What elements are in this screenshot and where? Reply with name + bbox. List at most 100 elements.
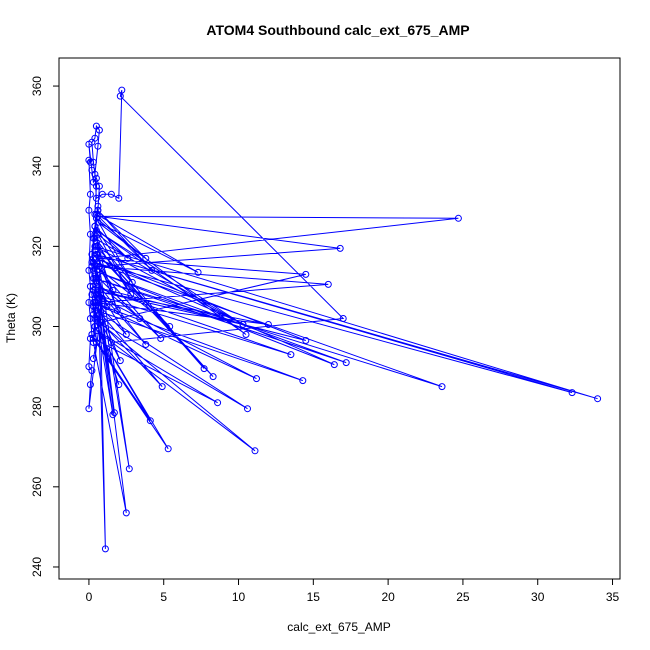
data-point	[239, 321, 247, 328]
data-point	[164, 445, 172, 453]
x-tick-label: 10	[232, 590, 246, 604]
x-tick-label: 30	[531, 590, 545, 604]
data-point	[85, 363, 93, 371]
data-point	[94, 142, 102, 150]
series-layer	[85, 86, 602, 553]
data-point	[115, 381, 123, 389]
data-point	[116, 92, 124, 100]
data-point	[85, 156, 93, 164]
data-point	[91, 246, 99, 254]
data-point	[214, 399, 222, 407]
y-tick-label: 300	[30, 316, 44, 336]
data-point	[339, 315, 347, 322]
data-point	[92, 339, 100, 346]
data-point	[89, 274, 97, 282]
x-tick-label: 35	[606, 590, 620, 604]
data-point	[98, 190, 106, 198]
y-axis: 240 260 280 300 320 340 360	[30, 76, 60, 577]
data-point	[92, 242, 100, 250]
x-tick-label: 5	[160, 590, 167, 604]
y-tick-label: 360	[30, 76, 44, 96]
data-point	[107, 339, 115, 346]
data-point	[92, 254, 100, 262]
data-point	[336, 244, 344, 252]
data-point	[86, 158, 94, 166]
data-point	[209, 373, 217, 381]
data-point	[454, 214, 462, 222]
data-point	[142, 254, 150, 262]
data-point	[109, 411, 117, 419]
data-point	[88, 331, 96, 338]
y-tick-label: 320	[30, 236, 44, 256]
chart-title: ATOM4 Southbound calc_ext_675_AMP	[206, 22, 469, 38]
data-point	[115, 194, 123, 202]
data-point	[88, 258, 96, 266]
data-point	[88, 166, 96, 174]
data-point	[158, 383, 166, 391]
data-point	[92, 291, 100, 298]
y-tick-label: 340	[30, 156, 44, 176]
data-point	[142, 341, 150, 348]
data-point	[85, 140, 93, 148]
data-point	[136, 315, 144, 322]
data-point	[85, 405, 93, 413]
data-point	[92, 174, 100, 182]
data-point	[89, 299, 97, 306]
data-point	[264, 321, 272, 328]
x-tick-label: 0	[86, 590, 93, 604]
data-point	[125, 465, 133, 473]
data-point	[94, 286, 102, 294]
y-tick-label: 240	[30, 557, 44, 577]
data-point	[244, 405, 251, 413]
data-point	[92, 226, 100, 234]
x-tick-label: 20	[381, 590, 395, 604]
data-point	[92, 194, 100, 202]
x-tick-label: 15	[307, 590, 321, 604]
data-point	[91, 315, 99, 322]
data-point	[89, 254, 97, 262]
data-point	[94, 202, 102, 210]
data-point	[91, 307, 99, 314]
data-point	[302, 270, 310, 278]
data-point	[91, 134, 99, 142]
data-point	[194, 268, 202, 276]
data-point	[94, 230, 102, 238]
data-point	[86, 315, 94, 322]
data-point	[86, 335, 94, 342]
data-point	[97, 319, 105, 326]
data-point	[324, 280, 332, 288]
y-axis-label: Theta (K)	[4, 293, 18, 343]
data-point	[86, 282, 94, 290]
data-point	[251, 447, 259, 455]
data-point	[101, 545, 109, 553]
data-point	[86, 381, 94, 389]
data-point	[88, 291, 96, 298]
data-point	[157, 335, 165, 342]
data-point	[594, 395, 602, 403]
data-point	[92, 238, 100, 246]
data-point	[299, 377, 307, 385]
data-point	[95, 126, 103, 134]
data-point	[124, 254, 132, 262]
data-point	[86, 230, 94, 238]
data-point	[242, 331, 250, 338]
data-point	[103, 303, 111, 310]
data-point	[92, 214, 100, 222]
data-point	[92, 327, 100, 334]
data-point	[122, 331, 130, 338]
data-point	[110, 409, 118, 417]
data-point	[200, 365, 208, 373]
data-point	[95, 182, 103, 190]
data-point	[330, 361, 338, 369]
data-point	[148, 266, 156, 274]
data-point	[86, 190, 94, 198]
data-point	[128, 278, 136, 286]
data-point	[91, 323, 99, 330]
data-point	[438, 383, 446, 391]
data-point	[94, 282, 102, 290]
data-point	[85, 266, 93, 274]
data-point	[302, 337, 310, 344]
data-point	[253, 375, 260, 383]
data-point	[89, 158, 97, 166]
